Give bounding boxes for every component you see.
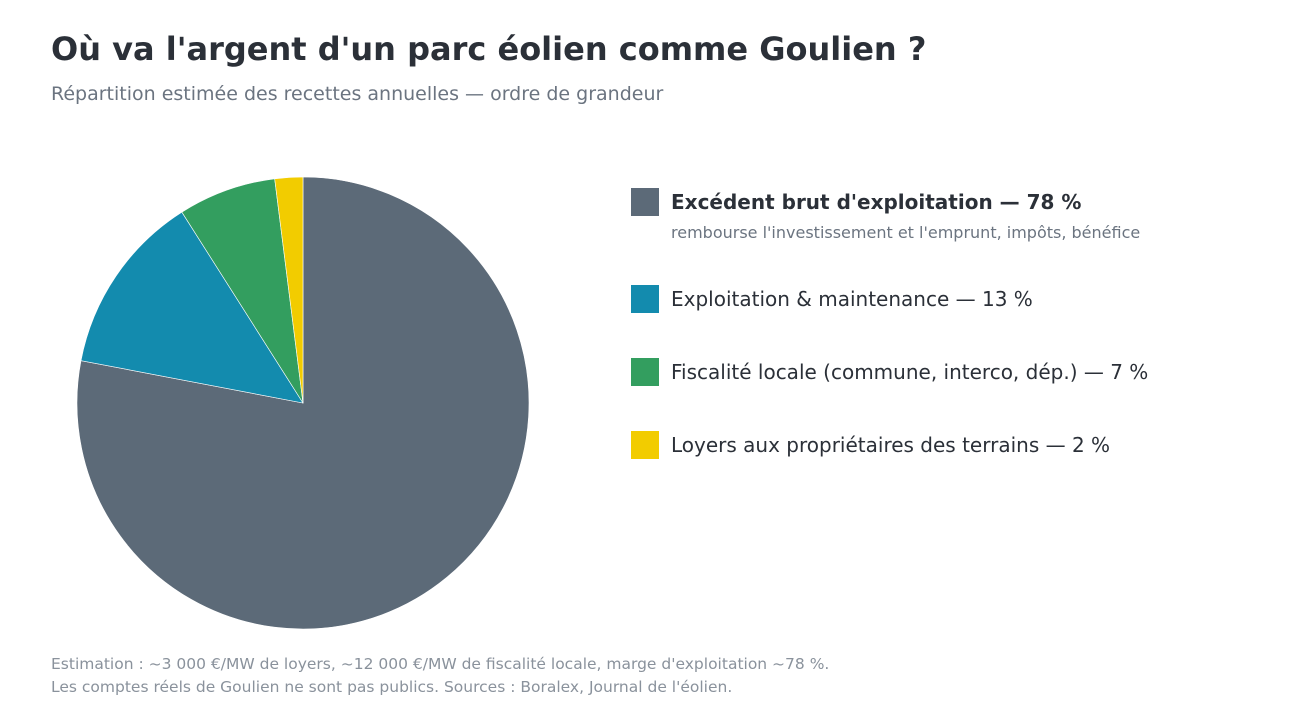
footnote-sources: Les comptes réels de Goulien ne sont pas… [51, 678, 733, 696]
legend-note-ebe: rembourse l'investissement et l'emprunt,… [671, 223, 1141, 242]
pie-chart [76, 176, 530, 630]
legend-swatch-maintenance [631, 285, 659, 313]
legend-label-ebe: Excédent brut d'exploitation — 78 % [671, 190, 1082, 214]
legend-swatch-loyers [631, 431, 659, 459]
pie-slice-loyers [274, 176, 304, 404]
pie-slice-maintenance [80, 211, 304, 404]
footnote-estimation: Estimation : ~3 000 €/MW de loyers, ~12 … [51, 655, 830, 673]
legend-label-loyers: Loyers aux propriétaires des terrains — … [671, 433, 1111, 457]
legend-swatch-ebe [631, 188, 659, 216]
legend-label-maintenance: Exploitation & maintenance — 13 % [671, 287, 1033, 311]
chart-title: Où va l'argent d'un parc éolien comme Go… [51, 30, 927, 68]
legend-label-fiscalite: Fiscalité locale (commune, interco, dép.… [671, 360, 1149, 384]
legend-swatch-fiscalite [631, 358, 659, 386]
chart-subtitle: Répartition estimée des recettes annuell… [51, 83, 664, 105]
